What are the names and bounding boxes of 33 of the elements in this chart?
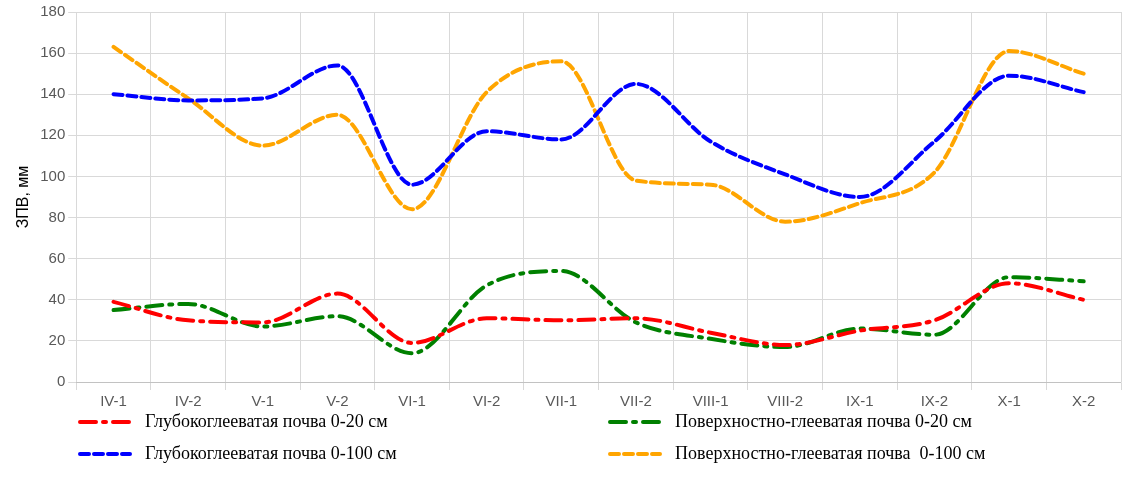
x-tick-label: VIII-1 <box>692 392 729 410</box>
x-tick-label: VII-1 <box>545 392 578 410</box>
x-tick-label: IV-1 <box>100 392 127 410</box>
y-tick-label: 80 <box>48 207 66 225</box>
line-series <box>111 44 1086 224</box>
y-tick-label: 120 <box>40 125 66 143</box>
legend-label: Глубокоглееватая почва 0-100 см <box>145 442 397 463</box>
line-series <box>111 63 1086 199</box>
line-series <box>111 281 1086 347</box>
y-tick-label: 40 <box>48 289 66 307</box>
x-tick-label: IV-2 <box>174 392 202 410</box>
y-tick-label: 100 <box>40 166 66 184</box>
x-tick-label: IX-1 <box>846 392 874 410</box>
x-tick-label: V-1 <box>251 392 275 410</box>
y-tick-label: 0 <box>56 372 66 390</box>
x-tick-label: VII-2 <box>620 392 652 410</box>
y-tick-label: 160 <box>40 43 66 61</box>
y-axis-title: ЗПВ, мм <box>14 165 32 229</box>
x-tick-label: V-2 <box>326 392 349 410</box>
y-tick-label: 180 <box>40 2 66 20</box>
x-tick-label: IX-2 <box>920 392 949 410</box>
x-tick-label: X-2 <box>1072 392 1096 410</box>
y-tick-label: 140 <box>40 84 66 102</box>
x-tick-label: X-1 <box>997 392 1021 410</box>
legend-label: Глубокоглееватая почва 0-20 см <box>145 410 388 431</box>
legend-label: Поверхностно-глееватая почва 0-100 см <box>675 442 986 463</box>
y-tick-label: 20 <box>48 331 66 349</box>
line-series <box>111 269 1086 356</box>
y-tick-label: 60 <box>48 248 66 266</box>
x-tick-label: VIII-2 <box>767 392 804 410</box>
x-tick-label: VI-1 <box>398 392 426 410</box>
x-tick-label: VI-2 <box>472 392 501 410</box>
legend-label: Поверхностно-глееватая почва 0-20 см <box>675 410 972 431</box>
